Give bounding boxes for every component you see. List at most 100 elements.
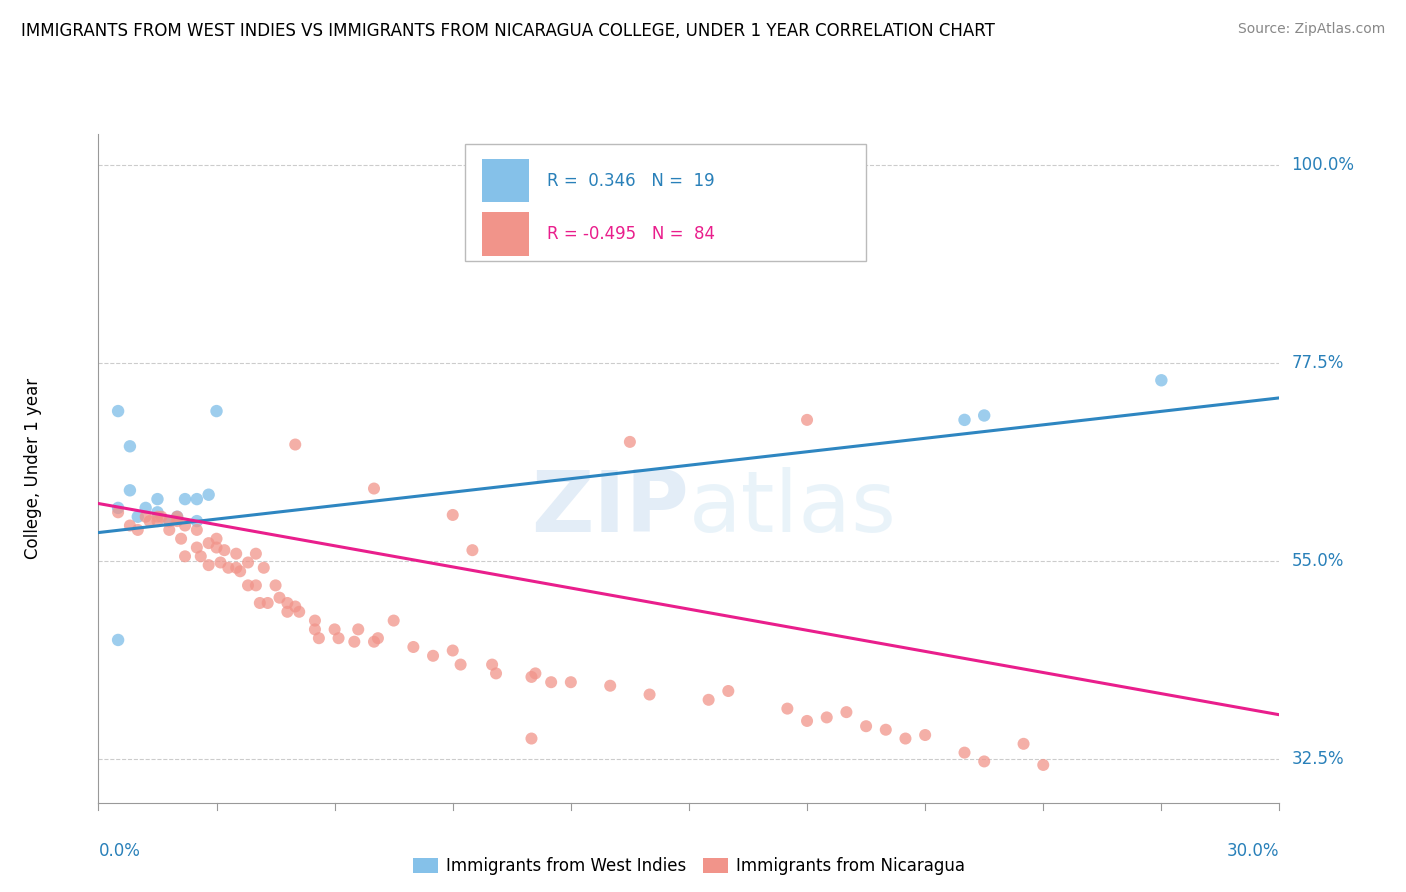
Point [914, 728, 936, 742]
Point [217, 561, 239, 575]
Point [135, 509, 157, 524]
Point [875, 723, 897, 737]
Text: 77.5%: 77.5% [1291, 353, 1344, 372]
Point [150, 509, 173, 524]
Point [638, 688, 661, 702]
Point [697, 693, 720, 707]
Point [236, 578, 259, 592]
Point [118, 518, 141, 533]
Text: R =  0.346   N =  19: R = 0.346 N = 19 [547, 171, 714, 190]
Point [225, 547, 247, 561]
Point [170, 532, 193, 546]
Point [174, 549, 197, 564]
Point [186, 492, 208, 507]
Point [524, 666, 547, 681]
Point [146, 514, 169, 528]
Point [347, 623, 370, 637]
Text: 100.0%: 100.0% [1291, 155, 1354, 174]
Point [253, 561, 276, 575]
Text: atlas: atlas [689, 467, 897, 550]
Point [197, 536, 219, 550]
Point [249, 596, 271, 610]
Point [190, 549, 212, 564]
Point [197, 558, 219, 573]
Point [450, 657, 472, 672]
Point [382, 614, 405, 628]
Legend: Immigrants from West Indies, Immigrants from Nicaragua: Immigrants from West Indies, Immigrants … [406, 850, 972, 881]
Point [135, 500, 157, 515]
Point [363, 634, 385, 648]
Point [214, 543, 236, 558]
FancyBboxPatch shape [482, 159, 530, 202]
Point [461, 543, 484, 558]
Point [264, 578, 287, 592]
Text: 0.0%: 0.0% [98, 842, 141, 861]
Point [560, 675, 582, 690]
Point [146, 505, 169, 519]
Point [776, 701, 799, 715]
Point [197, 488, 219, 502]
Point [481, 657, 503, 672]
Point [284, 437, 307, 451]
Point [835, 705, 858, 719]
Point [127, 523, 149, 537]
Text: R = -0.495   N =  84: R = -0.495 N = 84 [547, 225, 716, 244]
Point [308, 631, 330, 645]
Point [815, 710, 838, 724]
Text: IMMIGRANTS FROM WEST INDIES VS IMMIGRANTS FROM NICARAGUA COLLEGE, UNDER 1 YEAR C: IMMIGRANTS FROM WEST INDIES VS IMMIGRANT… [21, 22, 995, 40]
Point [245, 547, 267, 561]
Point [118, 483, 141, 498]
Text: ZIP: ZIP [531, 467, 689, 550]
Point [209, 556, 232, 570]
Point [256, 596, 278, 610]
Point [138, 514, 160, 528]
Text: 30.0%: 30.0% [1227, 842, 1279, 861]
Text: 55.0%: 55.0% [1291, 552, 1344, 570]
Point [1150, 373, 1173, 387]
Text: Source: ZipAtlas.com: Source: ZipAtlas.com [1237, 22, 1385, 37]
Point [328, 631, 350, 645]
Point [367, 631, 389, 645]
Point [540, 675, 562, 690]
Point [520, 731, 543, 746]
Point [1012, 737, 1035, 751]
FancyBboxPatch shape [482, 212, 530, 256]
FancyBboxPatch shape [464, 144, 866, 260]
Point [157, 523, 180, 537]
Point [146, 509, 169, 524]
Point [157, 514, 180, 528]
Point [107, 632, 129, 647]
Point [485, 666, 508, 681]
Point [422, 648, 444, 663]
Point [973, 755, 995, 769]
Point [174, 518, 197, 533]
Point [323, 623, 346, 637]
Point [229, 564, 252, 578]
Point [107, 500, 129, 515]
Point [236, 556, 259, 570]
Point [205, 532, 228, 546]
Point [796, 714, 818, 728]
Point [276, 605, 298, 619]
Point [1032, 758, 1054, 772]
Point [127, 509, 149, 524]
Point [174, 492, 197, 507]
Point [520, 670, 543, 684]
Point [205, 541, 228, 555]
Point [186, 541, 208, 555]
Point [225, 561, 247, 575]
Point [288, 605, 311, 619]
Point [186, 514, 208, 528]
Point [245, 578, 267, 592]
Point [166, 514, 188, 528]
Point [205, 404, 228, 418]
Point [363, 482, 385, 496]
Point [441, 508, 464, 522]
Point [304, 614, 326, 628]
Point [343, 634, 366, 648]
Point [107, 505, 129, 519]
Point [717, 684, 740, 698]
Point [402, 640, 425, 654]
Point [304, 623, 326, 637]
Point [894, 731, 917, 746]
